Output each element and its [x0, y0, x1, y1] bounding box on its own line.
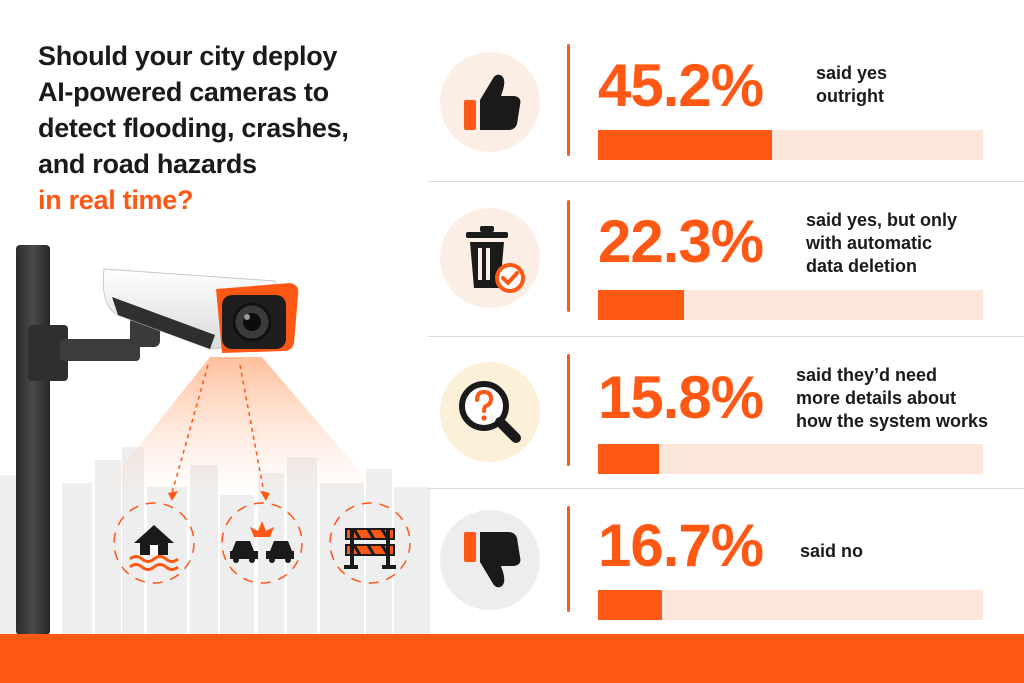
bar-fill	[598, 444, 659, 474]
camera-pole	[16, 245, 50, 635]
question-accent-line: in real time?	[38, 185, 194, 215]
divider-line	[567, 44, 570, 156]
description-line: outright	[816, 86, 884, 106]
mount-arm	[60, 339, 140, 361]
result-row-no: 16.7% said no	[430, 480, 1024, 632]
icon-disc	[440, 208, 540, 308]
question-line: and road hazards	[38, 149, 257, 179]
description-line: how the system works	[796, 411, 989, 431]
mount-plate	[28, 325, 68, 381]
divider-line	[567, 200, 570, 312]
description-line: said yes	[816, 63, 888, 83]
row-separator	[428, 181, 1024, 182]
description-line: more details about	[796, 388, 957, 408]
description-line: said no	[800, 541, 864, 561]
divider-line	[567, 354, 570, 466]
bar-track	[598, 290, 983, 320]
description-line: said they’d need	[796, 365, 938, 385]
thumbs-up-icon	[464, 74, 521, 130]
trash-check-icon	[466, 226, 525, 293]
result-description: said no	[800, 540, 863, 563]
camera-beam	[100, 357, 380, 495]
description-line: data deletion	[806, 256, 918, 276]
question-line: AI-powered cameras to	[38, 77, 329, 107]
bar-fill	[598, 590, 663, 620]
magnifier-question-icon	[459, 381, 521, 443]
bar-track	[598, 444, 983, 474]
row-separator	[428, 488, 1024, 489]
question-line: detect flooding, crashes,	[38, 113, 349, 143]
camera-illustration	[0, 245, 430, 635]
percent-value: 22.3%	[598, 208, 764, 275]
bar-track	[598, 130, 983, 160]
divider-line	[567, 506, 570, 612]
result-description: said yes outright	[816, 62, 887, 108]
result-row-yes-deletion: 22.3% said yes, but only with automatic …	[430, 184, 1024, 336]
icon-disc	[440, 52, 540, 152]
result-row-need-details: 15.8% said they’d need more details abou…	[430, 338, 1024, 490]
bar-fill	[598, 130, 773, 160]
result-description: said they’d need more details about how …	[796, 364, 988, 433]
survey-question: Should your city deploy AI-powered camer…	[38, 38, 398, 218]
percent-value: 16.7%	[598, 512, 764, 579]
flood-house-icon	[113, 502, 195, 584]
road-barrier-icon	[329, 502, 411, 584]
icon-disc	[440, 362, 540, 462]
result-row-yes: 45.2% said yes outright	[430, 28, 1024, 180]
percent-value: 15.8%	[598, 364, 764, 431]
description-line: with automatic	[806, 233, 933, 253]
thumbs-down-icon	[464, 532, 521, 588]
percent-value: 45.2%	[598, 52, 764, 119]
description-line: said yes, but only	[806, 210, 958, 230]
row-separator	[428, 336, 1024, 337]
result-description: said yes, but only with automatic data d…	[806, 209, 957, 278]
bar-track	[598, 590, 983, 620]
question-line: Should your city deploy	[38, 41, 338, 71]
icon-disc	[440, 510, 540, 610]
car-crash-icon	[221, 502, 303, 584]
bar-fill	[598, 290, 684, 320]
footer-band	[0, 634, 1024, 683]
